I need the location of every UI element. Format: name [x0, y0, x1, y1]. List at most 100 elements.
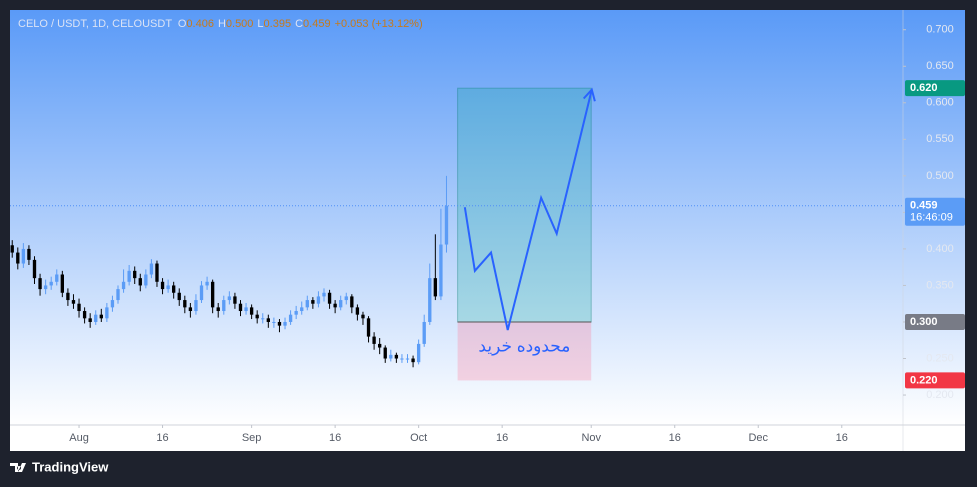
legend-value: 0.406: [186, 18, 214, 30]
x-tick-label: 16: [496, 432, 508, 444]
x-tick-label: Oct: [410, 432, 427, 444]
brand-name: TradingView: [32, 459, 109, 474]
candle-body: [94, 314, 98, 322]
brand-logo: [10, 463, 26, 472]
candle-body: [121, 281, 126, 290]
x-tick-label: 16: [669, 432, 681, 444]
candle-body: [322, 292, 326, 297]
candle-body: [99, 314, 103, 319]
legend-value: 0.459: [303, 18, 331, 30]
candle-body: [172, 285, 176, 293]
x-tick-label: 16: [156, 432, 168, 444]
candle-body: [177, 292, 181, 301]
candle-body: [294, 311, 298, 315]
y-tick-label: 0.400: [926, 243, 954, 255]
price-tag: [905, 372, 965, 389]
candle-body: [261, 318, 265, 320]
candle-body: [105, 307, 109, 319]
candle-body: [77, 303, 81, 312]
price-tag-label: 0.300: [910, 316, 938, 328]
price-tag: [905, 197, 965, 226]
candle-body: [366, 318, 371, 337]
legend-values: O0.406 H0.500 L0.395 C0.459 +0.053 (+13.12%): [178, 18, 423, 30]
price-tag: [905, 313, 965, 330]
candle-body: [344, 296, 348, 301]
candle-body: [394, 354, 399, 359]
candle-body: [43, 285, 48, 290]
candle-body: [272, 321, 276, 323]
candle-body: [416, 343, 421, 363]
candle-body: [249, 307, 254, 315]
legend-value: 0.500: [226, 18, 254, 30]
stop-zone: [457, 321, 592, 381]
x-tick-label: 16: [836, 432, 848, 444]
candle-body: [405, 358, 410, 360]
plot-background: [10, 10, 965, 425]
legend-key: H: [218, 18, 226, 30]
candle-body: [350, 296, 354, 308]
candle-body: [266, 318, 270, 322]
candle-body: [144, 274, 148, 286]
y-tick-label: 0.500: [926, 170, 954, 182]
x-tick-label: Sep: [242, 432, 262, 444]
x-tick-label: Dec: [748, 432, 768, 444]
candle-body: [27, 248, 31, 260]
candle-body: [160, 281, 165, 290]
candle-body: [311, 300, 315, 304]
candle-body: [411, 358, 415, 363]
candle-body: [66, 292, 70, 301]
candle-body: [199, 285, 204, 301]
y-tick-label: 0.650: [926, 60, 954, 72]
candle-body: [444, 205, 449, 245]
y-tick-label: 0.200: [926, 389, 954, 401]
legend: CELO / USDT, 1D, CELOUSDT O0.406 H0.500 L0.…: [18, 18, 423, 30]
candle-body: [49, 281, 53, 286]
legend-symbol: CELO / USDT, 1D, CELOUSDT: [18, 18, 172, 30]
price-tag-time: 16:46:09: [910, 212, 953, 224]
candle-body: [428, 278, 432, 322]
candle-body: [205, 281, 209, 286]
candle-body: [233, 296, 237, 304]
candle-body: [183, 300, 187, 308]
candle-body: [244, 307, 248, 312]
candle-body: [194, 300, 198, 312]
price-tag-label: 0.220: [910, 374, 938, 386]
y-tick-label: 0.350: [926, 279, 954, 291]
candle-body: [16, 252, 20, 264]
price-tag-label: 0.459: [910, 200, 938, 212]
candle-body: [300, 307, 304, 312]
candle-body: [361, 314, 365, 319]
y-tick-label: 0.700: [926, 24, 954, 36]
candle-body: [210, 281, 215, 308]
candle-body: [216, 307, 220, 312]
price-tag-label: 0.620: [910, 82, 938, 94]
price-tag: [905, 80, 965, 97]
candle-body: [400, 358, 404, 360]
legend-change: +0.053 (+13.12%): [335, 18, 423, 30]
legend-key: C: [295, 18, 303, 30]
candle-body: [227, 296, 232, 301]
candle-body: [339, 300, 343, 308]
y-tick-label: 0.250: [926, 352, 954, 364]
candle-body: [188, 307, 193, 312]
candle-body: [60, 274, 65, 293]
candle-body: [127, 270, 131, 282]
candle-body: [383, 347, 387, 359]
candle-body: [10, 245, 14, 253]
x-tick-label: 16: [329, 432, 341, 444]
candle-body: [288, 314, 293, 322]
candle-body: [32, 259, 37, 279]
candle-body: [316, 296, 321, 304]
candle-body: [116, 289, 120, 301]
candle-body: [327, 292, 332, 304]
projection-arrow: [463, 89, 593, 331]
candle-body: [422, 321, 426, 344]
candle-body: [305, 300, 309, 308]
candle-body: [155, 263, 159, 282]
candle-body: [439, 244, 443, 297]
candle-body: [255, 314, 259, 319]
legend-value: 0.395: [264, 18, 292, 30]
candle-body: [21, 248, 26, 264]
candle-body: [283, 321, 287, 326]
